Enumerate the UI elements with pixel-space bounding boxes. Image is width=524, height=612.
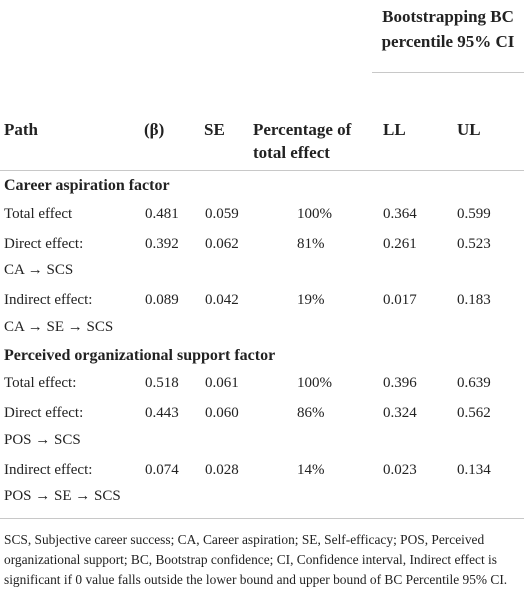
column-header: UL: [457, 120, 481, 139]
cell: 0.060: [205, 405, 239, 421]
cell: 0.392: [145, 236, 179, 252]
cell: 0.089: [145, 292, 179, 308]
cell: 0.134: [457, 462, 491, 478]
row-label: Direct effect:: [4, 236, 84, 252]
cell: 0.523: [457, 236, 491, 252]
row-label: Indirect effect:: [4, 462, 93, 478]
section-title: Perceived organizational support factor: [4, 347, 276, 364]
cell: 0.324: [383, 405, 417, 421]
column-header: Percentage of total effect: [253, 120, 352, 162]
cell: 0.061: [205, 375, 239, 391]
cell: 100%: [297, 375, 332, 391]
row-label: Total effect: [4, 206, 73, 222]
row-label: Direct effect:: [4, 405, 84, 421]
group-header: Bootstrapping BC percentile 95% CI: [381, 7, 515, 51]
footnote: SCS, Subjective career success; CA, Care…: [4, 532, 508, 587]
cell: 0.518: [145, 375, 179, 391]
cell: 0.562: [457, 405, 491, 421]
cell: 0.443: [145, 405, 179, 421]
cell: 0.396: [383, 375, 417, 391]
cell: 86%: [297, 405, 325, 421]
cell: 0.183: [457, 292, 491, 308]
cell: 0.074: [145, 462, 179, 478]
column-header: SE: [204, 120, 225, 139]
cell: 0.599: [457, 206, 491, 222]
cell: 0.059: [205, 206, 239, 222]
column-header: LL: [383, 120, 406, 139]
path-label: POS → SCS: [4, 432, 81, 448]
column-header: (β): [144, 120, 165, 139]
cell: 19%: [297, 292, 325, 308]
cell: 0.364: [383, 206, 417, 222]
cell: 0.028: [205, 462, 239, 478]
bottom-rule: [0, 518, 524, 519]
cell: 0.481: [145, 206, 179, 222]
row-label: Indirect effect:: [4, 292, 93, 308]
cell: 81%: [297, 236, 325, 252]
cell: 0.042: [205, 292, 239, 308]
cell: 0.023: [383, 462, 417, 478]
group-rule: [372, 72, 524, 73]
cell: 14%: [297, 462, 325, 478]
cell: 0.639: [457, 375, 491, 391]
column-header: Path: [4, 120, 38, 139]
cell: 100%: [297, 206, 332, 222]
path-label: CA → SE → SCS: [4, 319, 114, 335]
path-label: POS → SE → SCS: [4, 488, 121, 504]
header-rule: [0, 170, 524, 171]
cell: 0.062: [205, 236, 239, 252]
section-title: Career aspiration factor: [4, 177, 170, 194]
cell: 0.261: [383, 236, 417, 252]
cell: 0.017: [383, 292, 417, 308]
path-label: CA → SCS: [4, 262, 74, 278]
row-label: Total effect:: [4, 375, 77, 391]
